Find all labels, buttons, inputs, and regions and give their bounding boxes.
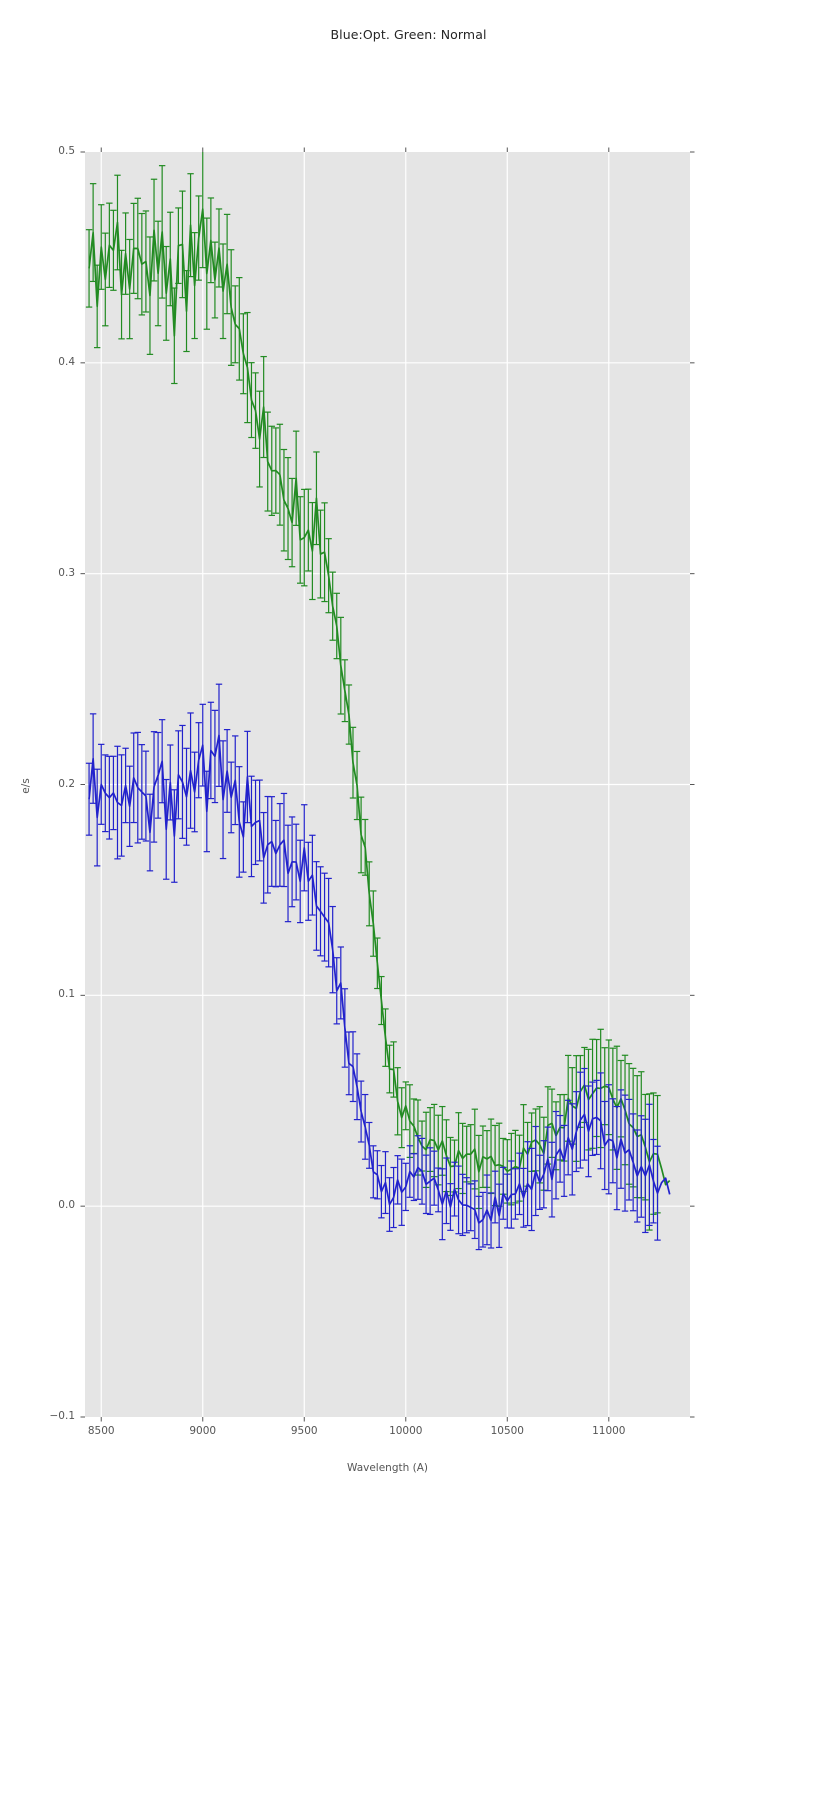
tick-marks (80, 147, 695, 1422)
series-line (88, 734, 671, 1224)
gridlines (85, 152, 690, 1417)
x-tick-label: 10500 (490, 1425, 524, 1437)
x-tick-label: 9000 (189, 1425, 217, 1437)
y-tick-label: 0.2 (58, 777, 75, 790)
series-line (88, 208, 671, 1186)
x-tick-label: 11000 (592, 1425, 626, 1437)
y-axis-label: e/s (20, 778, 32, 794)
series-normal (85, 152, 671, 1231)
x-tick-label: 9500 (290, 1425, 318, 1437)
y-tick-label: 0.3 (58, 566, 75, 579)
y-tick-label: 0.1 (58, 988, 75, 1001)
x-tick-label: 10000 (389, 1425, 423, 1437)
x-axis-label: Wavelength (A) (346, 1462, 428, 1474)
error-bars (85, 152, 661, 1231)
y-tick-label: 0.0 (58, 1199, 75, 1212)
y-tick-label: −0.1 (49, 1410, 76, 1422)
series-opt- (85, 683, 671, 1251)
error-bars (85, 683, 661, 1251)
y-tick-label: 0.5 (58, 145, 75, 157)
chart-title: Blue:Opt. Green: Normal (330, 27, 487, 42)
y-tick-label: 0.4 (58, 355, 75, 368)
x-tick-label: 8500 (87, 1425, 115, 1437)
